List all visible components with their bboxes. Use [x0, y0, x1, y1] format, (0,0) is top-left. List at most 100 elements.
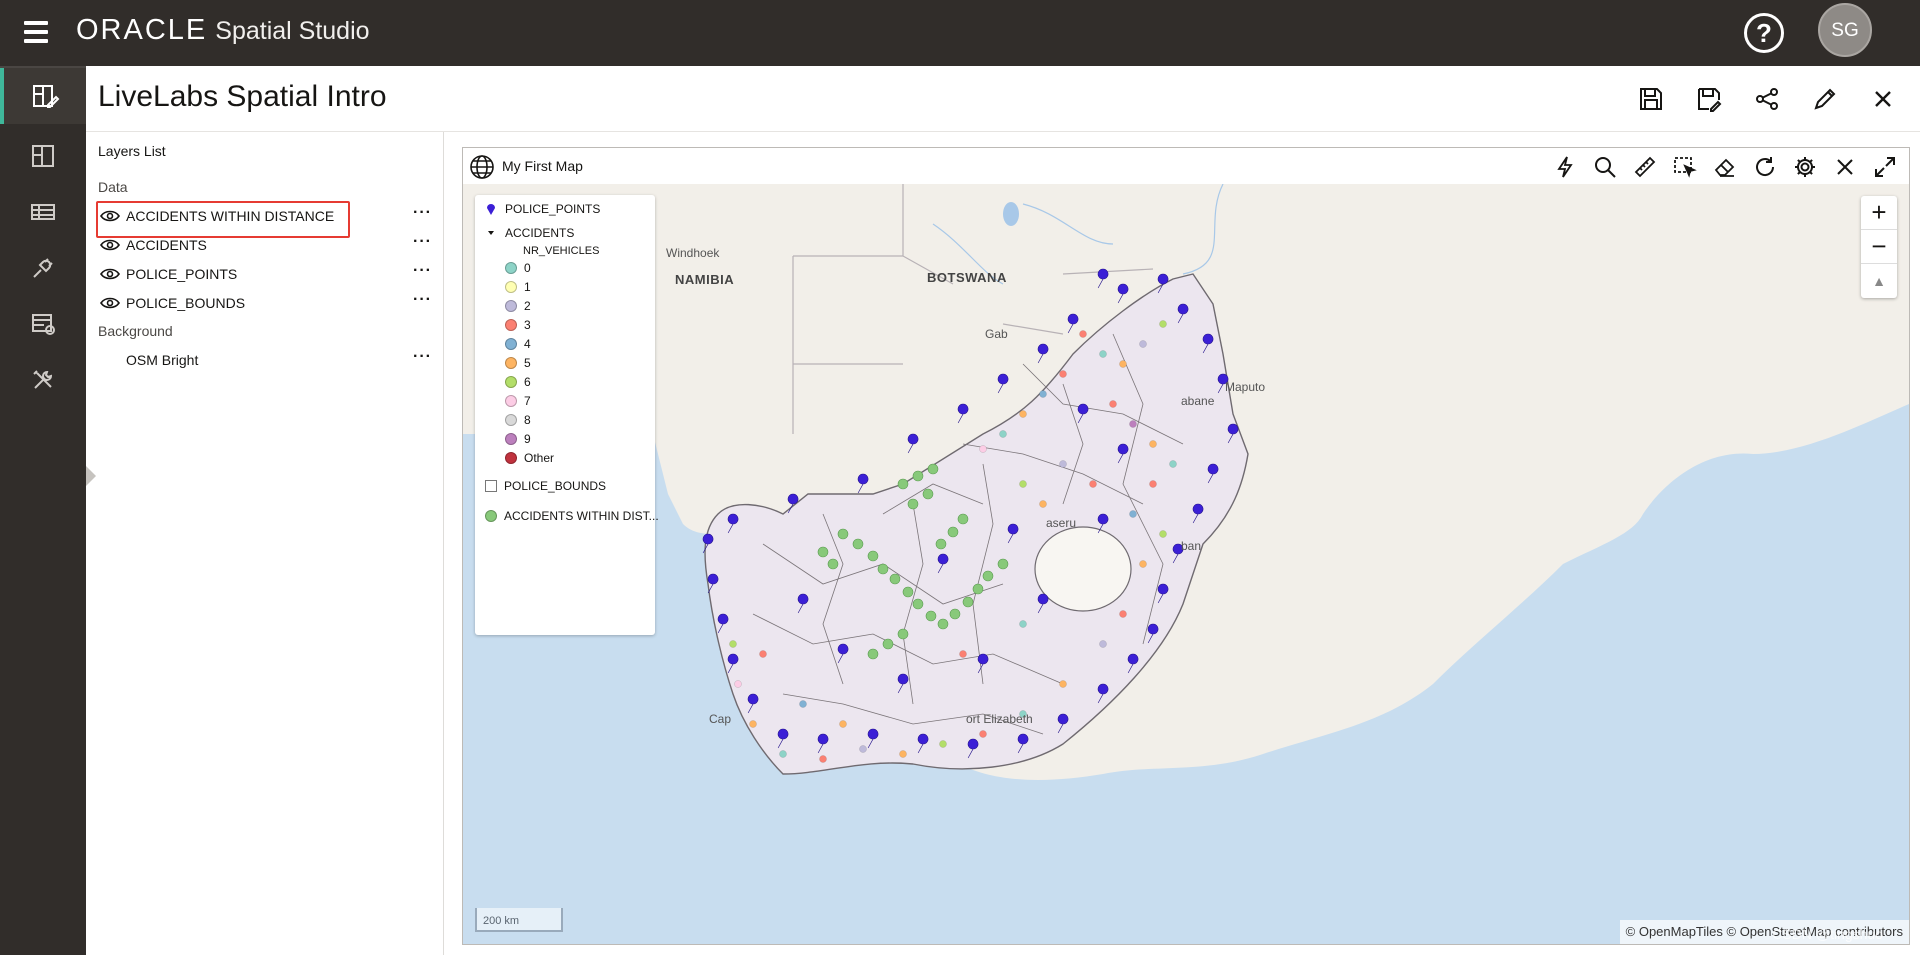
legend-class-label: 7 [524, 394, 531, 408]
rail-item-jobs[interactable] [0, 296, 86, 352]
layer-more-menu[interactable]: ··· [413, 262, 432, 279]
map-tool-refresh[interactable] [1745, 152, 1785, 182]
layer-name: OSM Bright [126, 352, 199, 368]
legend-swatch [505, 281, 517, 293]
map-tool-settings[interactable] [1785, 152, 1825, 182]
accidents-layer [729, 320, 1177, 763]
eye-visible-icon[interactable] [100, 238, 120, 252]
legend-class-row: 7 [505, 394, 531, 408]
map-tool-fullscreen[interactable] [1865, 152, 1905, 182]
dashboard-icon [32, 145, 54, 167]
user-avatar[interactable]: SG [1818, 3, 1872, 57]
legend-class-label: 6 [524, 375, 531, 389]
legend-swatch [505, 319, 517, 331]
legend-class-label: 1 [524, 280, 531, 294]
layer-name: ACCIDENTS WITHIN DISTANCE [126, 208, 335, 224]
map-title: My First Map [502, 158, 583, 174]
legend-swatch [505, 376, 517, 388]
layer-name: POLICE_POINTS [126, 266, 238, 282]
brand-logo: ORACLE Spatial Studio [76, 14, 370, 47]
zoom-out-button[interactable]: − [1861, 230, 1897, 264]
legend-swatch [505, 395, 517, 407]
legend-class-row: 5 [505, 356, 531, 370]
legend-police-bounds: POLICE_BOUNDS [485, 479, 606, 493]
eye-visible-icon[interactable] [100, 209, 120, 223]
legend-swatch [505, 338, 517, 350]
settings-gear-icon [1795, 157, 1815, 177]
zoom-control: + − ▲ [1861, 196, 1897, 298]
map-tool-eraser[interactable] [1705, 152, 1745, 182]
search-icon [1595, 157, 1616, 178]
layer-more-menu[interactable]: ··· [413, 204, 432, 221]
map-toolbar: My First Map [463, 148, 1909, 184]
legend-class-label: 9 [524, 432, 531, 446]
legend-swatch [505, 452, 517, 464]
legend-class-row: 4 [505, 337, 531, 351]
rail-item-project[interactable] [0, 68, 86, 124]
police-points-layer [702, 268, 1239, 759]
legend-class-row: 8 [505, 413, 531, 427]
layer-row-accidents-within-distance[interactable]: ACCIDENTS WITHIN DISTANCE ··· [100, 202, 440, 230]
legend-swatch [485, 510, 497, 522]
layer-row-osm-bright[interactable]: OSM Bright ··· [100, 346, 440, 374]
data-section-label: Data [98, 179, 128, 195]
map-canvas[interactable]: Windhoek NAMIBIA BOTSWANA Gab Maputo aba… [463, 184, 1909, 944]
accidents-within-distance-layer [817, 463, 1009, 660]
layer-row-police-bounds[interactable]: POLICE_BOUNDS ··· [100, 289, 440, 317]
legend-class-label: Other [524, 451, 555, 465]
legend-label: ACCIDENTS WITHIN DIST... [504, 509, 659, 523]
rail-item-connections[interactable] [0, 240, 86, 296]
layer-row-police-points[interactable]: POLICE_POINTS ··· [100, 260, 440, 288]
place-label-cape-town: Cap [709, 712, 732, 726]
save-as-button[interactable] [1680, 80, 1738, 118]
connections-plug-icon [33, 258, 53, 278]
lake-shape [1003, 202, 1019, 226]
rail-item-dashboard[interactable] [0, 128, 86, 184]
eraser-icon [1714, 158, 1735, 177]
chevron-down-icon[interactable] [485, 228, 497, 238]
legend-accidents[interactable]: ACCIDENTS [485, 226, 574, 240]
close-project-button[interactable] [1854, 80, 1912, 118]
layer-row-accidents[interactable]: ACCIDENTS ··· [100, 231, 440, 259]
legend-accidents-within: ACCIDENTS WITHIN DIST... [485, 509, 659, 523]
rail-item-datasets[interactable] [0, 184, 86, 240]
share-button[interactable] [1738, 80, 1796, 118]
map-legend: POLICE_POINTS ACCIDENTS NR_VEHICLES 0 1 … [475, 195, 659, 635]
hamburger-menu-icon[interactable] [22, 18, 50, 46]
layers-list-title: Layers List [98, 143, 166, 159]
layer-more-menu[interactable]: ··· [413, 348, 432, 365]
place-label-port-elizabeth: ort Elizabeth [966, 712, 1033, 726]
datasets-table-icon [31, 204, 55, 220]
eye-visible-icon[interactable] [100, 267, 120, 281]
edit-pencil-icon [1814, 88, 1836, 110]
map-tool-close[interactable] [1825, 152, 1865, 182]
panel-collapse-handle[interactable] [86, 466, 96, 486]
map-tool-select[interactable] [1665, 152, 1705, 182]
basemap [463, 184, 1909, 780]
save-button[interactable] [1622, 80, 1680, 118]
refresh-icon [1756, 157, 1775, 176]
project-header: LiveLabs Spatial Intro [86, 66, 1920, 132]
legend-swatch [505, 262, 517, 274]
rail-item-tools[interactable] [0, 352, 86, 408]
zoom-in-button[interactable]: + [1861, 196, 1897, 230]
map-tool-flash[interactable] [1545, 152, 1585, 182]
border-lines [792, 184, 1154, 434]
police-marker-icon [487, 204, 495, 215]
close-icon [1875, 91, 1891, 107]
legend-swatch [505, 433, 517, 445]
page-title: LiveLabs Spatial Intro [98, 80, 387, 113]
map-attribution[interactable]: © OpenMapTiles © OpenStreetMap contribut… [1619, 920, 1909, 944]
help-icon[interactable]: ? [1744, 13, 1784, 53]
flash-icon [1557, 156, 1573, 178]
edit-button[interactable] [1796, 80, 1854, 118]
reset-north-button[interactable]: ▲ [1872, 273, 1886, 289]
brand-product: Spatial Studio [215, 17, 370, 45]
tools-icon [33, 370, 53, 389]
map-tool-measure[interactable] [1625, 152, 1665, 182]
eye-visible-icon[interactable] [100, 296, 120, 310]
map-tool-search[interactable] [1585, 152, 1625, 182]
layer-more-menu[interactable]: ··· [413, 233, 432, 250]
scale-bar: 200 km [475, 908, 563, 932]
layer-more-menu[interactable]: ··· [413, 291, 432, 308]
